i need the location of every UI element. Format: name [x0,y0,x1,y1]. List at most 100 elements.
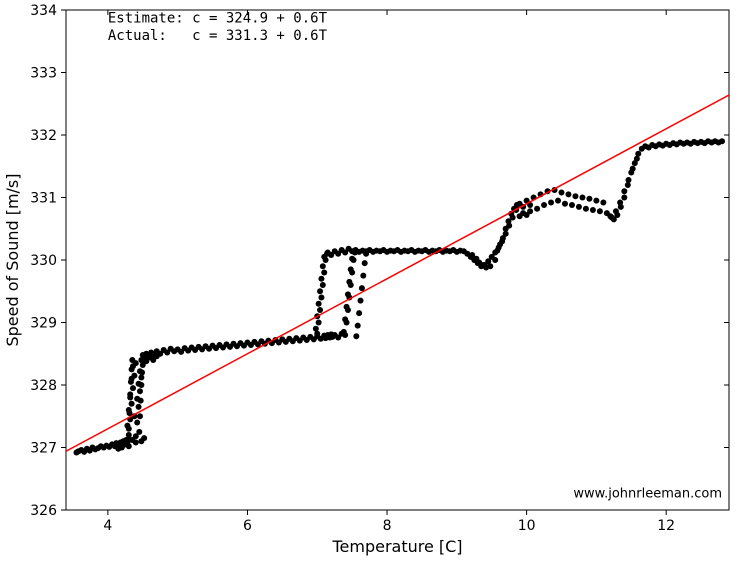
annotation-estimate: Estimate: c = 324.9 + 0.6T [108,11,328,27]
y-tick-label: 334 [30,3,57,19]
y-tick-label: 331 [30,191,57,207]
data-point [590,207,596,213]
data-point [313,326,319,332]
data-point [621,188,627,194]
chart-container: 4 6 8 10 12 326 327 328 329 330 331 332 333 334 Temper… [0,0,739,566]
data-point [346,279,352,285]
x-tick-label: 6 [243,518,252,534]
data-point [130,363,136,369]
plot-area [66,10,729,510]
data-point [355,323,361,329]
data-point [126,432,132,438]
data-point [621,195,627,201]
data-point [318,276,324,282]
data-point [500,235,506,241]
data-point [358,298,364,304]
y-tick-label: 330 [30,253,57,269]
data-point [316,301,322,307]
data-point [492,257,498,263]
x-axis-label: Temperature [C] [331,537,462,556]
data-point [129,376,135,382]
y-tick-label: 326 [30,503,57,519]
scatter-chart: 4 6 8 10 12 326 327 328 329 330 331 332 333 334 Temper… [0,0,739,566]
data-point [593,198,599,204]
data-point [342,316,348,322]
data-point [136,404,142,410]
y-tick-label: 332 [30,128,57,144]
data-point [609,215,615,221]
data-point [524,212,530,218]
data-point [126,407,132,413]
data-point [136,381,142,387]
data-point [576,204,582,210]
data-point [317,288,323,294]
data-point [137,413,143,419]
y-tick-label: 333 [30,66,57,82]
data-point [600,200,606,206]
data-point [348,266,354,272]
data-point [559,190,565,196]
data-point [469,252,475,258]
data-point [613,208,619,214]
y-tick-label: 327 [30,441,57,457]
data-point [597,208,603,214]
data-point [154,353,160,359]
x-tick-label: 12 [657,518,675,534]
data-point [362,260,368,266]
data-point [353,333,359,339]
data-point [129,401,135,407]
data-point [719,138,725,144]
data-point [569,202,575,208]
data-point [534,206,540,212]
data-point [572,193,578,199]
data-point [617,200,623,206]
data-point [360,273,366,279]
data-point [134,396,140,402]
data-point [137,388,143,394]
data-point [339,331,345,337]
data-point [586,196,592,202]
data-point [634,156,640,162]
data-point [138,375,144,381]
data-point [127,391,133,397]
data-point [345,291,351,297]
data-point [503,226,509,232]
y-tick-label: 329 [30,316,57,332]
watermark: www.johnrleeman.com [573,487,722,502]
data-point [133,440,139,446]
data-point [318,295,324,301]
data-point [505,218,511,224]
data-point [349,256,355,262]
data-point [497,241,503,247]
x-tick-label: 4 [103,518,112,534]
data-point [626,177,632,183]
data-point [321,270,327,276]
data-point [316,320,322,326]
data-point [555,198,561,204]
data-point [137,368,143,374]
x-tick-label: 8 [383,518,392,534]
data-point [541,202,547,208]
y-tick-label: 328 [30,378,57,394]
data-point [134,420,140,426]
data-point [141,435,147,441]
data-point [583,206,589,212]
data-point [344,304,350,310]
y-axis-label: Speed of Sound [m/s] [3,173,22,346]
data-point [579,195,585,201]
data-point [320,282,326,288]
x-tick-label: 10 [518,518,536,534]
data-point [494,248,500,254]
data-point [317,307,323,313]
data-point [126,443,132,449]
data-point [630,166,636,172]
data-point [130,385,136,391]
data-point [124,423,130,429]
data-point [562,201,568,207]
data-point [565,191,571,197]
data-point [320,263,326,269]
data-point [548,200,554,206]
annotation-actual: Actual: c = 331.3 + 0.6T [108,28,328,44]
data-point [356,310,362,316]
data-point [359,285,365,291]
